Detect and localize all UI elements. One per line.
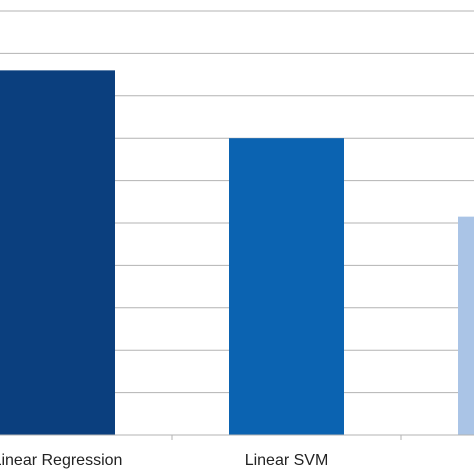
bar <box>458 216 474 435</box>
bar <box>0 70 115 436</box>
bar <box>229 138 344 435</box>
x-tick-label: Linear SVM <box>245 452 329 469</box>
x-tick-label: Linear Regression <box>0 452 122 469</box>
